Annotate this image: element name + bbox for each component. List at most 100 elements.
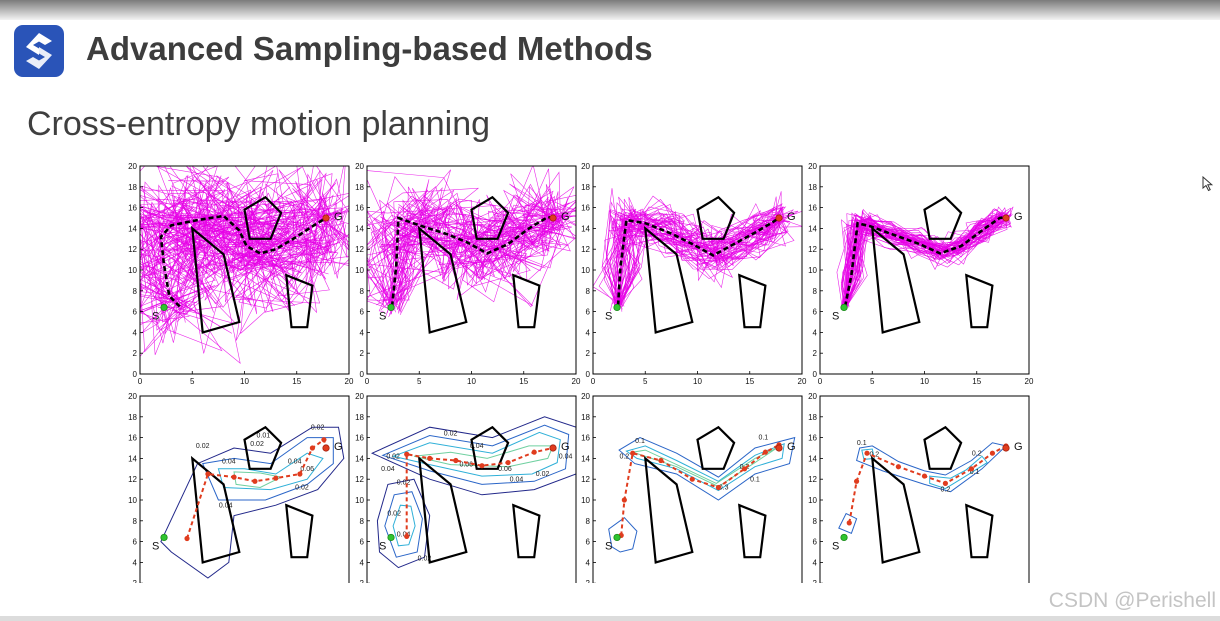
contour-level-label: 0.06 bbox=[498, 466, 512, 473]
start-marker bbox=[160, 533, 168, 542]
mean-waypoint bbox=[531, 449, 537, 455]
sampled-trajectory bbox=[844, 216, 1005, 309]
x-tick-label: 5 bbox=[870, 377, 875, 386]
best-path bbox=[843, 215, 1007, 307]
contour-line bbox=[861, 448, 875, 460]
y-tick-label: 12 bbox=[128, 475, 137, 484]
sampled-trajectory bbox=[140, 175, 324, 301]
obstacle bbox=[696, 425, 736, 470]
mean-waypoint bbox=[715, 484, 722, 491]
contour-level-label: 0.02 bbox=[250, 441, 264, 448]
x-tick-label: 5 bbox=[417, 377, 422, 386]
y-tick-label: 8 bbox=[586, 287, 591, 296]
sampled-trajectory bbox=[140, 166, 349, 309]
y-tick-label: 16 bbox=[355, 204, 364, 213]
contour-level-label: 0.1 bbox=[635, 438, 645, 445]
x-tick-label: 0 bbox=[138, 377, 143, 386]
mean-waypoint bbox=[846, 520, 852, 526]
start-marker bbox=[613, 533, 621, 542]
obstacle bbox=[512, 273, 541, 329]
sampled-trajectory bbox=[367, 216, 544, 309]
y-tick-label: 0 bbox=[133, 370, 138, 379]
obstacle bbox=[285, 503, 314, 559]
obstacle bbox=[417, 455, 468, 564]
y-tick-label: 8 bbox=[813, 517, 818, 526]
sampled-trajectory bbox=[140, 190, 327, 311]
y-tick-label: 20 bbox=[581, 162, 590, 171]
y-tick-label: 0 bbox=[586, 370, 591, 379]
x-tick-label: 10 bbox=[467, 377, 476, 386]
y-tick-label: 10 bbox=[355, 496, 364, 505]
y-tick-label: 16 bbox=[808, 434, 817, 443]
start-label: S bbox=[832, 310, 839, 322]
sampled-trajectory bbox=[615, 215, 802, 303]
sampled-trajectory bbox=[140, 185, 343, 313]
sampled-trajectory bbox=[844, 215, 1009, 309]
start-label: S bbox=[152, 540, 159, 552]
mean-waypoint bbox=[427, 455, 433, 461]
trajectory-panel-1: S G 0 2 4 6 8 10 12 14 16 18 20 0 5 10 15 20 bbox=[128, 162, 354, 386]
goal-label: G bbox=[561, 441, 570, 453]
x-tick-label: 10 bbox=[693, 377, 702, 386]
obstacle bbox=[738, 503, 767, 559]
mean-waypoint bbox=[853, 478, 860, 484]
mean-waypoint bbox=[895, 464, 901, 470]
y-tick-label: 10 bbox=[581, 266, 590, 275]
mouse-pointer-icon bbox=[1202, 175, 1214, 197]
obstacle bbox=[285, 273, 314, 329]
sampled-trajectory bbox=[842, 217, 1008, 308]
y-tick-label: 4 bbox=[586, 328, 591, 337]
trajectory-panel-4: S G 0 2 4 6 8 10 12 14 16 18 20 0 5 10 15 20 bbox=[808, 162, 1034, 386]
mean-waypoint bbox=[658, 457, 664, 464]
y-tick-label: 16 bbox=[581, 434, 590, 443]
sampled-trajectory bbox=[140, 193, 328, 300]
y-tick-label: 2 bbox=[360, 349, 365, 358]
window-bottom-bar bbox=[0, 616, 1220, 621]
start-label: S bbox=[832, 540, 839, 552]
start-label: S bbox=[379, 310, 386, 322]
mean-waypoint bbox=[630, 450, 636, 456]
sampled-trajectory bbox=[616, 213, 789, 306]
y-tick-label: 16 bbox=[581, 204, 590, 213]
start-marker bbox=[613, 303, 621, 312]
sampled-trajectory bbox=[618, 211, 795, 304]
goal-label: G bbox=[787, 211, 796, 223]
y-tick-label: 12 bbox=[581, 475, 590, 484]
slide-subtitle: Cross-entropy motion planning bbox=[27, 105, 491, 143]
y-tick-label: 2 bbox=[586, 579, 591, 583]
mean-waypoint bbox=[864, 450, 870, 456]
y-tick-label: 4 bbox=[586, 558, 591, 567]
sampled-trajectory bbox=[618, 213, 775, 307]
start-label: S bbox=[605, 540, 612, 552]
y-tick-label: 10 bbox=[808, 266, 817, 275]
y-tick-label: 14 bbox=[808, 224, 817, 233]
y-tick-label: 14 bbox=[128, 224, 137, 233]
contour-level-label: 0.04 bbox=[381, 466, 395, 473]
sampled-trajectory bbox=[845, 213, 1007, 305]
axes-frame bbox=[819, 395, 1030, 583]
contour-line bbox=[391, 431, 561, 477]
y-tick-label: 16 bbox=[355, 434, 364, 443]
y-tick-label: 10 bbox=[581, 496, 590, 505]
mean-waypoint bbox=[968, 466, 975, 472]
sampled-trajectory bbox=[845, 216, 1006, 305]
y-tick-label: 18 bbox=[355, 183, 364, 192]
sampled-trajectory bbox=[389, 196, 562, 297]
y-tick-label: 6 bbox=[360, 538, 365, 547]
mean-waypoint bbox=[321, 437, 327, 443]
contour-line bbox=[233, 471, 283, 489]
density-panel-4: 0.10.20.20.10.2iteration #4SG02468101214… bbox=[808, 392, 1030, 583]
sampled-trajectories bbox=[140, 166, 349, 364]
y-tick-label: 20 bbox=[808, 162, 817, 171]
x-tick-label: 20 bbox=[572, 377, 581, 386]
y-tick-label: 8 bbox=[360, 517, 365, 526]
mean-waypoint bbox=[297, 471, 303, 477]
mean-waypoint bbox=[273, 475, 279, 481]
y-tick-label: 12 bbox=[128, 245, 137, 254]
obstacle bbox=[243, 195, 283, 240]
sampled-trajectory bbox=[845, 207, 1011, 308]
obstacle bbox=[470, 195, 510, 240]
x-tick-label: 0 bbox=[365, 377, 370, 386]
y-tick-label: 10 bbox=[355, 266, 364, 275]
sampled-trajectories bbox=[593, 188, 802, 312]
